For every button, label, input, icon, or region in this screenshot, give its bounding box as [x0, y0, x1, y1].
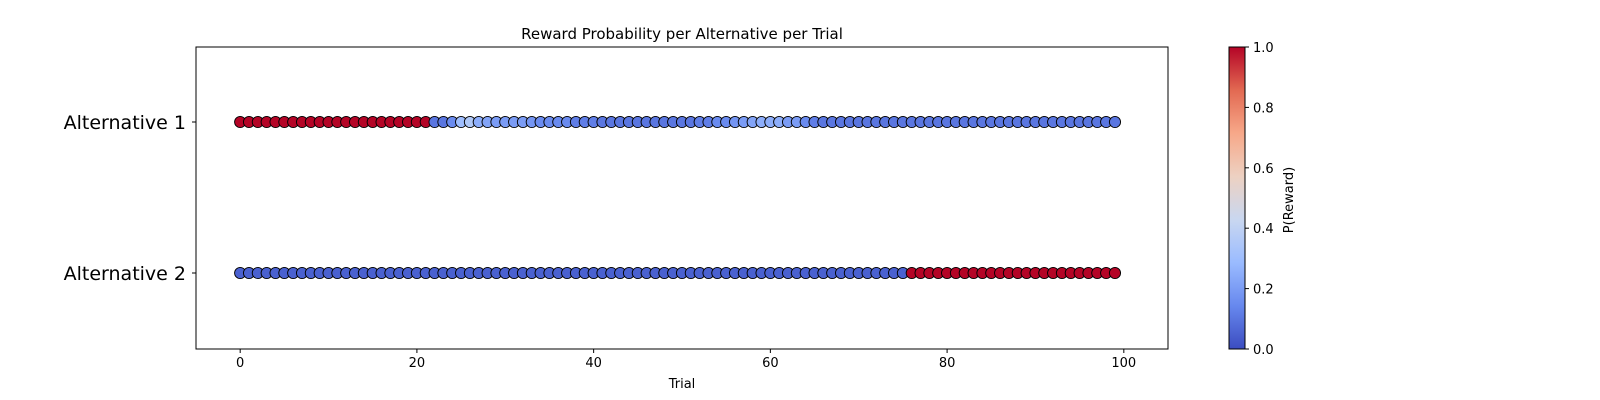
colorbar-tick-label: 1.0 [1253, 41, 1274, 56]
x-tick-label: 40 [585, 356, 602, 371]
y-tick-label: Alternative 2 [64, 263, 186, 285]
plot-frame [195, 46, 1169, 350]
colorbar-label: P(Reward) [1282, 167, 1297, 233]
colorbar-tick-label: 0.6 [1253, 162, 1274, 177]
colorbar-tick-label: 0.2 [1253, 283, 1274, 298]
x-tick-label: 20 [409, 356, 426, 371]
data-point [1108, 115, 1122, 129]
colorbar-tick-label: 0.0 [1253, 343, 1274, 358]
colorbar-tick-label: 0.8 [1253, 101, 1274, 116]
chart-title: Reward Probability per Alternative per T… [521, 25, 843, 43]
data-point [1108, 266, 1122, 280]
x-tick-label: 60 [762, 356, 779, 371]
x-tick-label: 100 [1111, 356, 1136, 371]
y-tick-label: Alternative 1 [64, 112, 186, 134]
x-axis-label: Trial [668, 377, 696, 392]
colorbar-tick-label: 0.4 [1253, 222, 1274, 237]
x-tick-label: 0 [236, 356, 244, 371]
x-tick-label: 80 [939, 356, 956, 371]
colorbar [1228, 46, 1246, 350]
